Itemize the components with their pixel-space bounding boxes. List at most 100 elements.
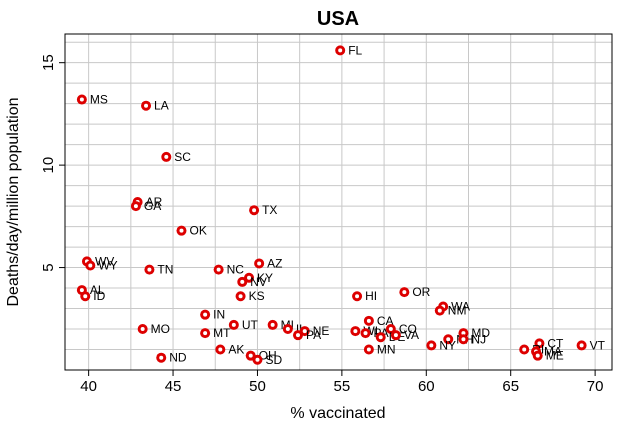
data-point-inner <box>240 279 245 284</box>
point-label: ID <box>93 289 105 303</box>
point-label: NY <box>439 338 456 352</box>
x-tick-label: 50 <box>249 378 266 395</box>
point-label: MT <box>213 326 231 340</box>
point-label: OR <box>412 285 430 299</box>
data-point-inner <box>79 97 84 102</box>
data-point-inner <box>366 318 371 323</box>
point-label: NV <box>250 275 267 289</box>
x-tick-label: 60 <box>418 378 435 395</box>
point-label: ME <box>546 349 564 363</box>
point-label: PA <box>306 328 321 342</box>
point-label: SD <box>265 353 282 367</box>
data-point-inner <box>248 353 253 358</box>
y-tick-label: 5 <box>40 263 57 271</box>
data-point-inner <box>255 357 260 362</box>
point-label: TX <box>262 203 277 217</box>
point-label: CT <box>547 336 564 350</box>
data-point-inner <box>355 294 360 299</box>
data-point-inner <box>83 294 88 299</box>
data-point-inner <box>378 335 383 340</box>
data-point-inner <box>393 333 398 338</box>
point-label: OH <box>259 349 277 363</box>
data-point-inner <box>231 322 236 327</box>
point-label: FL <box>348 43 362 57</box>
data-point-inner <box>238 294 243 299</box>
y-tick-label: 10 <box>40 157 57 174</box>
x-axis-label: % vaccinated <box>290 405 385 422</box>
plot-frame <box>64 33 613 371</box>
data-point-inner <box>133 204 138 209</box>
point-label: VA <box>404 328 419 342</box>
x-tick-label: 70 <box>587 378 604 395</box>
point-label: NM <box>448 304 467 318</box>
data-point-inner <box>446 337 451 342</box>
point-label: SC <box>174 150 191 164</box>
data-point-inner <box>147 267 152 272</box>
point-label: WY <box>98 259 117 273</box>
data-point-inner <box>522 347 527 352</box>
data-point-inner <box>285 327 290 332</box>
data-point-inner <box>257 261 262 266</box>
point-label: ND <box>169 351 187 365</box>
point-label: NJ <box>471 332 486 346</box>
data-point-inner <box>218 347 223 352</box>
point-label: MN <box>377 343 396 357</box>
point-label: KS <box>249 289 265 303</box>
point-label: MD <box>471 326 490 340</box>
point-label: WA <box>451 299 470 313</box>
point-label: HI <box>365 289 377 303</box>
point-label: AL <box>90 283 105 297</box>
data-point-inner <box>179 228 184 233</box>
point-label: LA <box>154 99 169 113</box>
data-point-inner <box>402 290 407 295</box>
data-point-inner <box>270 322 275 327</box>
data-point-inner <box>216 267 221 272</box>
data-point-inner <box>461 331 466 336</box>
data-point-inner <box>302 329 307 334</box>
x-tick-label: 40 <box>80 378 97 395</box>
data-point-inner <box>537 341 542 346</box>
data-point-inner <box>203 312 208 317</box>
y-axis-label: Deaths/day/million population <box>5 97 22 306</box>
data-point-inner <box>140 327 145 332</box>
data-point-inner <box>461 337 466 342</box>
y-tick-label: 15 <box>40 54 57 71</box>
x-tick-label: 45 <box>165 378 182 395</box>
data-point-inner <box>79 288 84 293</box>
data-point-inner <box>429 343 434 348</box>
x-tick-label: 65 <box>502 378 519 395</box>
point-label: AZ <box>267 256 282 270</box>
point-label: GA <box>144 199 161 213</box>
data-point-inner <box>247 275 252 280</box>
point-label: UT <box>242 318 259 332</box>
point-label: WV <box>95 254 114 268</box>
grid <box>65 34 612 371</box>
data-point-inner <box>535 353 540 358</box>
data-point-inner <box>159 355 164 360</box>
point-label: IN <box>213 308 225 322</box>
data-point-inner <box>366 347 371 352</box>
data-point-inner <box>144 103 149 108</box>
data-point-inner <box>252 208 257 213</box>
point-label: OK <box>189 224 206 238</box>
data-point-inner <box>164 154 169 159</box>
data-point-inner <box>388 327 393 332</box>
point-label: MS <box>90 93 108 107</box>
chart-title: USA <box>317 8 359 30</box>
data-point-inner <box>437 308 442 313</box>
point-label: NC <box>227 263 245 277</box>
point-label: AK <box>228 343 244 357</box>
data-point-inner <box>203 331 208 336</box>
point-label: MA <box>544 345 562 359</box>
data-point-inner <box>88 263 93 268</box>
point-label: CO <box>399 322 417 336</box>
data-point-inner <box>353 329 358 334</box>
data-point-inner <box>363 331 368 336</box>
point-label: AR <box>146 195 163 209</box>
point-label: VT <box>590 338 606 352</box>
point-label: TN <box>157 263 173 277</box>
data-point-inner <box>338 48 343 53</box>
data-point-inner <box>295 333 300 338</box>
point-label: KY <box>257 271 273 285</box>
